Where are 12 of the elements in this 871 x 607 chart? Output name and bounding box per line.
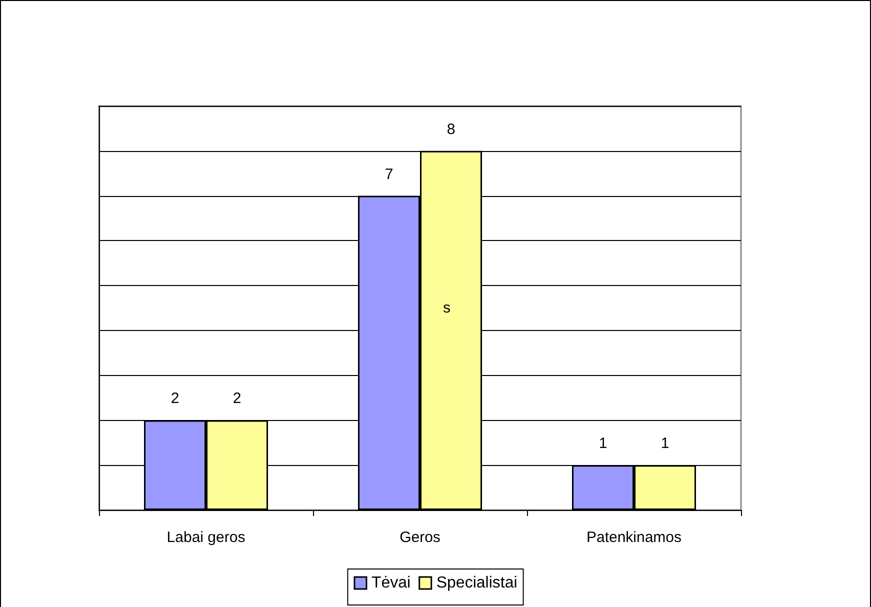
data-label: 1	[660, 435, 670, 452]
annotation: s	[443, 300, 450, 316]
data-label: 2	[232, 390, 242, 408]
data-label: 8	[446, 120, 456, 138]
data-label: 7	[384, 166, 394, 183]
x-tick-label: Labai geros	[166, 529, 246, 546]
x-tick-label: Patenkinamos	[586, 529, 682, 546]
legend-label: Tėvai	[371, 574, 411, 592]
data-label: 2	[170, 390, 180, 408]
x-tick-label: Geros	[400, 529, 440, 546]
data-label: 1	[598, 435, 608, 452]
legend-label: Specialistai	[436, 574, 518, 592]
